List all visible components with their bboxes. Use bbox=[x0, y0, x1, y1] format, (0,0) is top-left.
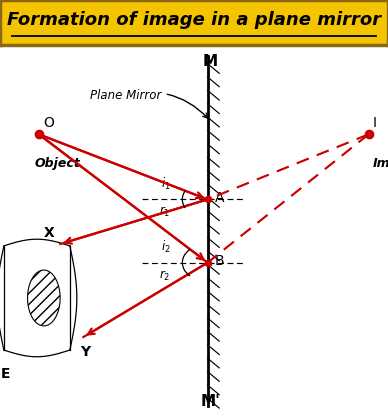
Text: $i_1$: $i_1$ bbox=[161, 176, 171, 192]
Text: Plane Mirror: Plane Mirror bbox=[90, 89, 208, 118]
Text: X: X bbox=[43, 226, 54, 240]
Text: E: E bbox=[1, 367, 10, 381]
Text: $r_2$: $r_2$ bbox=[159, 269, 171, 283]
Text: $i_2$: $i_2$ bbox=[161, 239, 171, 255]
Text: M: M bbox=[203, 54, 218, 69]
Text: B: B bbox=[215, 254, 224, 268]
Text: $r_1$: $r_1$ bbox=[159, 205, 171, 219]
Text: M': M' bbox=[201, 394, 221, 409]
Text: I: I bbox=[372, 116, 376, 130]
Text: Object: Object bbox=[35, 157, 81, 170]
Text: O: O bbox=[43, 116, 54, 130]
Text: Image: Image bbox=[372, 157, 388, 170]
Text: A: A bbox=[215, 191, 224, 205]
Text: Formation of image in a plane mirror: Formation of image in a plane mirror bbox=[7, 11, 381, 29]
Text: Y: Y bbox=[80, 345, 90, 359]
